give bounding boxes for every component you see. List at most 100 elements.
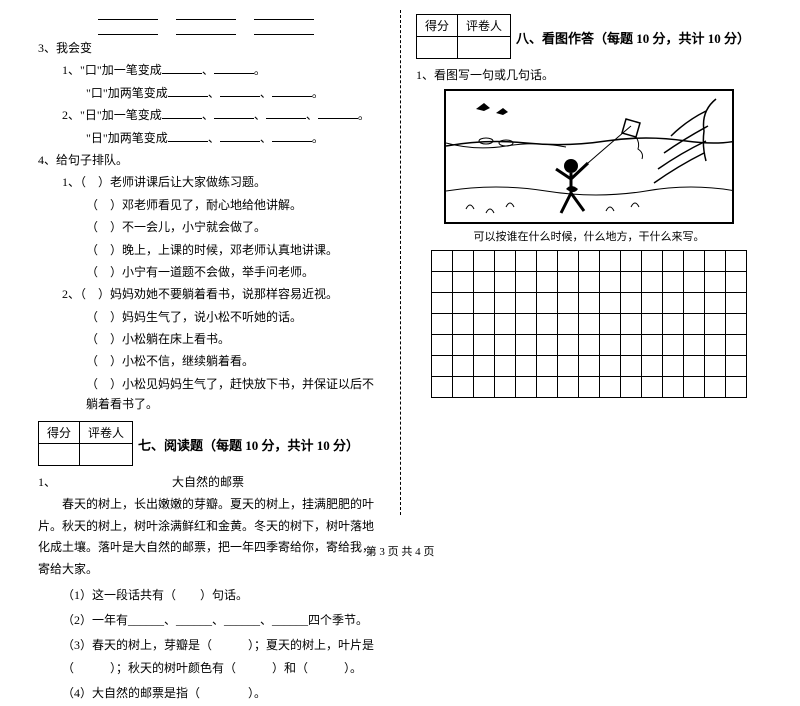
grid-cell[interactable] bbox=[453, 293, 474, 314]
grid-cell[interactable] bbox=[663, 293, 684, 314]
grid-cell[interactable] bbox=[516, 356, 537, 377]
grid-cell[interactable] bbox=[621, 314, 642, 335]
score-cell[interactable] bbox=[417, 37, 458, 59]
grid-cell[interactable] bbox=[516, 377, 537, 398]
grid-cell[interactable] bbox=[600, 314, 621, 335]
grid-cell[interactable] bbox=[495, 272, 516, 293]
grid-cell[interactable] bbox=[726, 293, 747, 314]
grid-cell[interactable] bbox=[663, 356, 684, 377]
grid-cell[interactable] bbox=[642, 335, 663, 356]
grid-cell[interactable] bbox=[621, 251, 642, 272]
grid-cell[interactable] bbox=[495, 356, 516, 377]
grid-cell[interactable] bbox=[705, 377, 726, 398]
grid-cell[interactable] bbox=[642, 251, 663, 272]
reviewer-cell[interactable] bbox=[80, 443, 133, 465]
grid-cell[interactable] bbox=[663, 314, 684, 335]
grid-cell[interactable] bbox=[663, 251, 684, 272]
grid-cell[interactable] bbox=[579, 356, 600, 377]
grid-cell[interactable] bbox=[684, 377, 705, 398]
grid-cell[interactable] bbox=[516, 314, 537, 335]
grid-cell[interactable] bbox=[474, 293, 495, 314]
grid-cell[interactable] bbox=[537, 272, 558, 293]
grid-cell[interactable] bbox=[705, 314, 726, 335]
grid-cell[interactable] bbox=[558, 335, 579, 356]
grid-cell[interactable] bbox=[600, 251, 621, 272]
grid-cell[interactable] bbox=[537, 356, 558, 377]
grid-cell[interactable] bbox=[705, 293, 726, 314]
grid-cell[interactable] bbox=[684, 272, 705, 293]
grid-cell[interactable] bbox=[600, 293, 621, 314]
grid-cell[interactable] bbox=[453, 377, 474, 398]
grid-cell[interactable] bbox=[684, 251, 705, 272]
grid-cell[interactable] bbox=[642, 272, 663, 293]
reviewer-cell[interactable] bbox=[458, 37, 511, 59]
grid-cell[interactable] bbox=[600, 272, 621, 293]
grid-cell[interactable] bbox=[579, 272, 600, 293]
grid-cell[interactable] bbox=[495, 251, 516, 272]
grid-cell[interactable] bbox=[600, 335, 621, 356]
grid-cell[interactable] bbox=[726, 356, 747, 377]
grid-cell[interactable] bbox=[516, 335, 537, 356]
grid-cell[interactable] bbox=[726, 272, 747, 293]
grid-cell[interactable] bbox=[453, 335, 474, 356]
grid-cell[interactable] bbox=[537, 251, 558, 272]
grid-cell[interactable] bbox=[474, 272, 495, 293]
grid-cell[interactable] bbox=[537, 293, 558, 314]
grid-cell[interactable] bbox=[705, 272, 726, 293]
grid-cell[interactable] bbox=[474, 377, 495, 398]
grid-cell[interactable] bbox=[684, 314, 705, 335]
grid-cell[interactable] bbox=[621, 377, 642, 398]
grid-cell[interactable] bbox=[579, 314, 600, 335]
grid-cell[interactable] bbox=[432, 293, 453, 314]
grid-cell[interactable] bbox=[621, 335, 642, 356]
grid-cell[interactable] bbox=[642, 356, 663, 377]
grid-cell[interactable] bbox=[663, 272, 684, 293]
grid-cell[interactable] bbox=[537, 314, 558, 335]
grid-cell[interactable] bbox=[600, 377, 621, 398]
grid-cell[interactable] bbox=[495, 377, 516, 398]
grid-cell[interactable] bbox=[558, 356, 579, 377]
grid-cell[interactable] bbox=[558, 314, 579, 335]
grid-cell[interactable] bbox=[516, 272, 537, 293]
grid-cell[interactable] bbox=[432, 377, 453, 398]
grid-cell[interactable] bbox=[579, 293, 600, 314]
grid-cell[interactable] bbox=[558, 377, 579, 398]
grid-cell[interactable] bbox=[474, 314, 495, 335]
grid-cell[interactable] bbox=[726, 251, 747, 272]
grid-cell[interactable] bbox=[432, 335, 453, 356]
grid-cell[interactable] bbox=[642, 377, 663, 398]
grid-cell[interactable] bbox=[663, 377, 684, 398]
grid-cell[interactable] bbox=[537, 335, 558, 356]
grid-cell[interactable] bbox=[558, 272, 579, 293]
grid-cell[interactable] bbox=[705, 356, 726, 377]
grid-cell[interactable] bbox=[453, 251, 474, 272]
grid-cell[interactable] bbox=[621, 272, 642, 293]
grid-cell[interactable] bbox=[495, 293, 516, 314]
grid-cell[interactable] bbox=[663, 335, 684, 356]
grid-cell[interactable] bbox=[453, 272, 474, 293]
grid-cell[interactable] bbox=[705, 251, 726, 272]
grid-cell[interactable] bbox=[453, 314, 474, 335]
grid-cell[interactable] bbox=[642, 293, 663, 314]
grid-cell[interactable] bbox=[432, 251, 453, 272]
grid-cell[interactable] bbox=[474, 356, 495, 377]
grid-cell[interactable] bbox=[474, 251, 495, 272]
grid-cell[interactable] bbox=[579, 377, 600, 398]
grid-cell[interactable] bbox=[621, 356, 642, 377]
grid-cell[interactable] bbox=[684, 356, 705, 377]
grid-cell[interactable] bbox=[474, 335, 495, 356]
grid-cell[interactable] bbox=[432, 272, 453, 293]
grid-cell[interactable] bbox=[726, 377, 747, 398]
grid-cell[interactable] bbox=[579, 251, 600, 272]
grid-cell[interactable] bbox=[453, 356, 474, 377]
grid-cell[interactable] bbox=[537, 377, 558, 398]
grid-cell[interactable] bbox=[684, 335, 705, 356]
grid-cell[interactable] bbox=[558, 251, 579, 272]
grid-cell[interactable] bbox=[495, 335, 516, 356]
writing-grid[interactable] bbox=[431, 250, 747, 398]
grid-cell[interactable] bbox=[726, 314, 747, 335]
grid-cell[interactable] bbox=[432, 356, 453, 377]
score-cell[interactable] bbox=[39, 443, 80, 465]
grid-cell[interactable] bbox=[516, 293, 537, 314]
grid-cell[interactable] bbox=[600, 356, 621, 377]
